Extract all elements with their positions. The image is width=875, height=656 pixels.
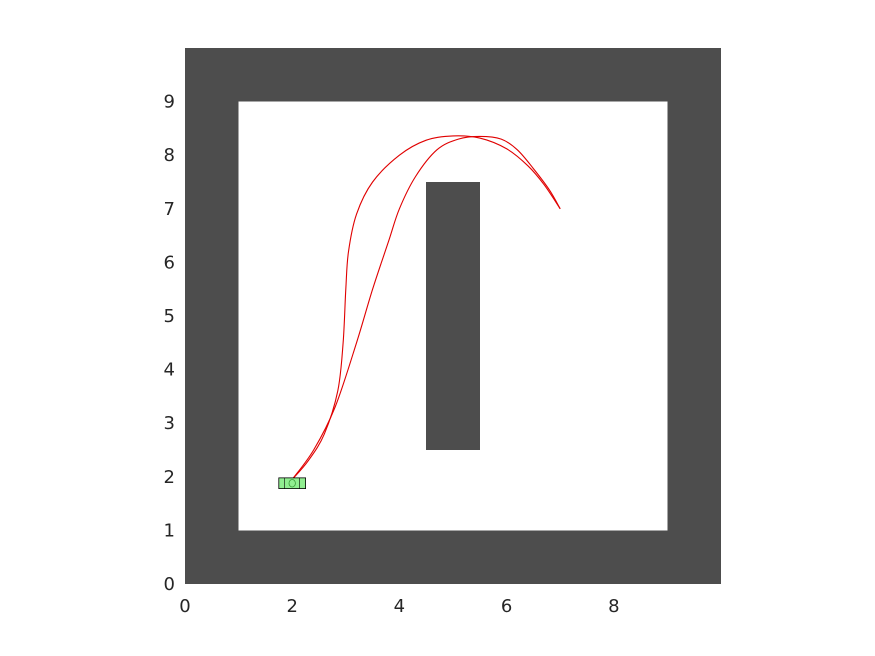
obstacle-wall-bottom	[185, 530, 721, 584]
x-tick-label: 4	[394, 596, 405, 617]
y-tick-label: 6	[164, 252, 175, 273]
y-tick-label: 8	[164, 145, 175, 166]
y-tick-label: 2	[164, 467, 175, 488]
y-tick-label: 0	[164, 574, 175, 595]
y-axis-ticks: 0 1 2 3 4 5 6 7 8 9	[164, 92, 175, 595]
path-series-1	[291, 135, 561, 480]
y-tick-label: 4	[164, 360, 175, 381]
vehicle-marker	[278, 477, 306, 489]
y-tick-label: 9	[164, 92, 175, 113]
x-tick-label: 2	[286, 596, 297, 617]
vehicle-center	[288, 479, 296, 488]
obstacle-center-pillar	[426, 182, 480, 450]
x-axis-ticks: 0 2 4 6 8	[179, 596, 619, 617]
y-tick-label: 7	[164, 199, 175, 220]
obstacle-wall-left	[185, 48, 239, 584]
x-tick-label: 0	[179, 596, 190, 617]
obstacle-map	[185, 48, 721, 584]
y-tick-label: 1	[164, 520, 175, 541]
path-series-2	[291, 135, 561, 480]
obstacle-wall-top	[185, 48, 721, 102]
obstacle-wall-right	[667, 48, 721, 584]
y-tick-label: 5	[164, 306, 175, 327]
x-tick-label: 6	[501, 596, 512, 617]
x-tick-label: 8	[608, 596, 619, 617]
y-tick-label: 3	[164, 413, 175, 434]
vehicle-body	[278, 477, 306, 489]
planned-paths	[291, 135, 561, 480]
